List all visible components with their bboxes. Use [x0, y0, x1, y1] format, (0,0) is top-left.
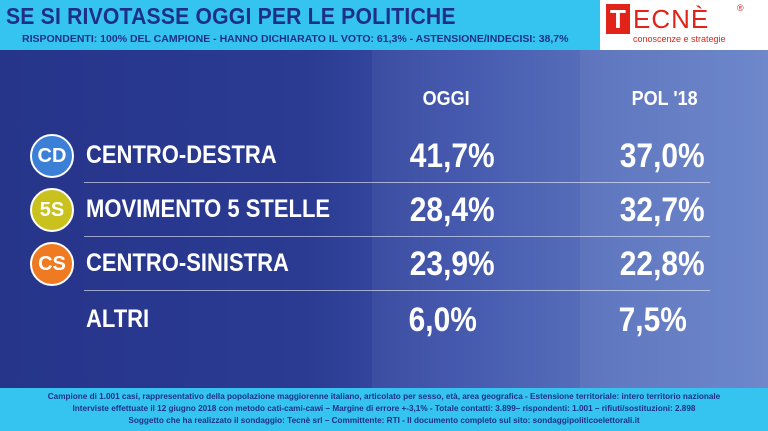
row-centro-sinistra: CS CENTRO-SINISTRA 23,9% 22,8%	[0, 240, 768, 290]
column-band-oggi	[372, 50, 580, 388]
row-movimento-5-stelle: 5S MOVIMENTO 5 STELLE 28,4% 32,7%	[0, 186, 768, 236]
party-label: CENTRO-DESTRA	[86, 141, 277, 169]
value-pol18: 32,7%	[619, 191, 705, 229]
value-oggi: 23,9%	[409, 245, 495, 283]
logo-registered-mark: ®	[737, 3, 744, 13]
badge-5s-icon: 5S	[30, 188, 74, 232]
party-label: CENTRO-SINISTRA	[86, 249, 289, 277]
column-header-oggi: OGGI	[422, 88, 470, 110]
footer-line: Interviste effettuate il 12 giugno 2018 …	[72, 404, 696, 413]
value-pol18: 22,8%	[619, 245, 705, 283]
party-label: MOVIMENTO 5 STELLE	[86, 195, 331, 223]
row-divider	[84, 236, 710, 237]
row-altri: ALTRI 6,0% 7,5%	[0, 296, 768, 346]
footer-line: Soggetto che ha realizzato il sondaggio:…	[128, 416, 640, 425]
row-centro-destra: CD CENTRO-DESTRA 41,7% 37,0%	[0, 132, 768, 182]
logo-letter: T	[606, 4, 630, 34]
badge-cs-icon: CS	[30, 242, 74, 286]
footer-line: Campione di 1.001 casi, rappresentativo …	[47, 392, 721, 401]
chart-title: SE SI RIVOTASSE OGGI PER LE POLITICHE	[6, 3, 456, 29]
tecne-logo: T ECNÈ ® conoscenze e strategie	[600, 0, 768, 50]
value-oggi: 28,4%	[409, 191, 495, 229]
row-divider	[84, 290, 710, 291]
value-pol18: 37,0%	[619, 137, 705, 175]
logo-wordmark: ECNÈ	[633, 4, 710, 34]
value-oggi: 41,7%	[409, 137, 495, 175]
value-oggi: 6,0%	[408, 301, 477, 339]
column-band-pol18	[580, 50, 768, 388]
value-pol18: 7,5%	[618, 301, 687, 339]
column-header-pol18: POL '18	[631, 88, 698, 110]
party-label: ALTRI	[86, 305, 150, 333]
methodology-footer: Campione di 1.001 casi, rappresentativo …	[0, 388, 768, 431]
badge-cd-icon: CD	[30, 134, 74, 178]
logo-tagline: conoscenze e strategie	[633, 34, 726, 44]
row-divider	[84, 182, 710, 183]
chart-subtitle: RISPONDENTI: 100% DEL CAMPIONE - HANNO D…	[22, 33, 569, 45]
results-panel	[0, 50, 768, 388]
